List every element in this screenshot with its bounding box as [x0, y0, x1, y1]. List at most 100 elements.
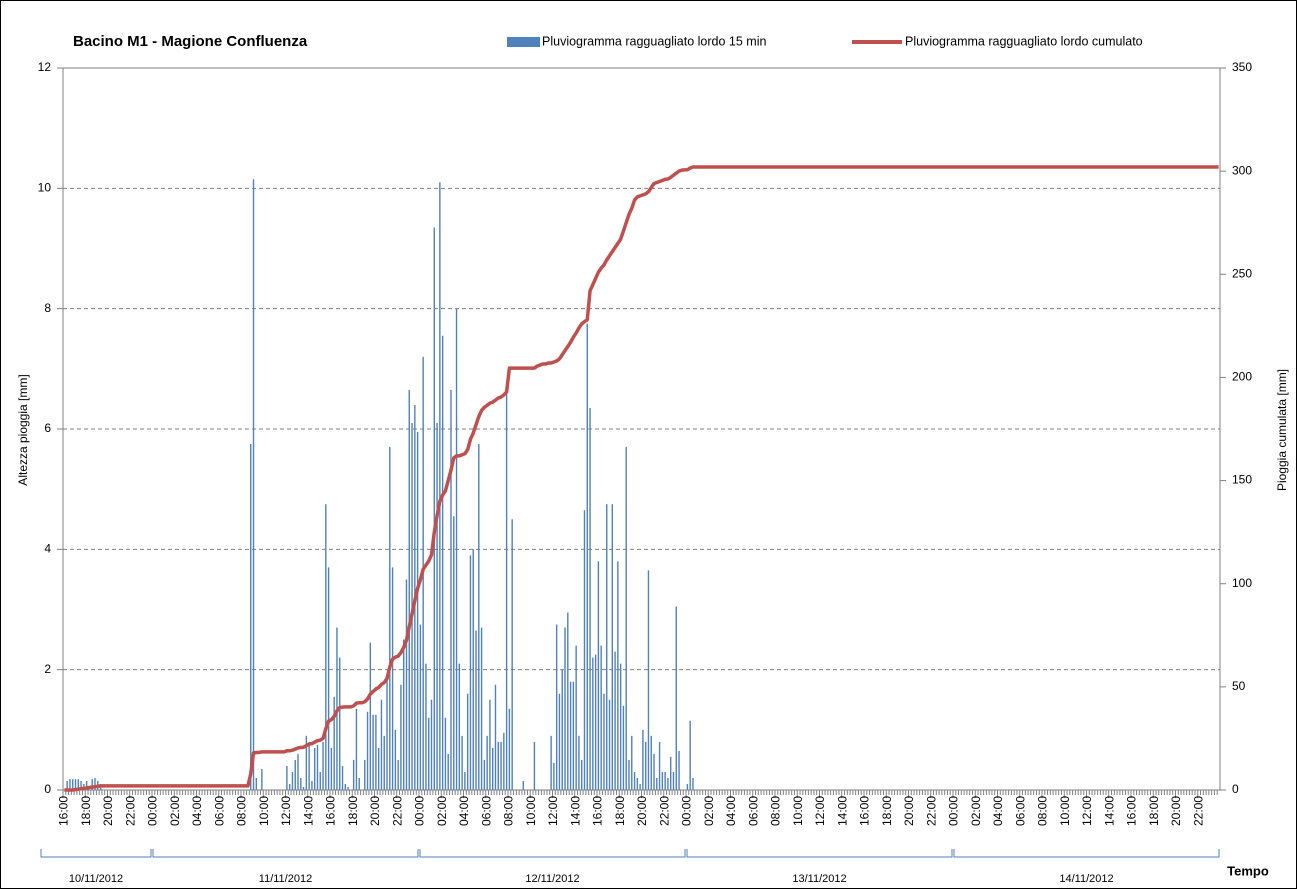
bar: [286, 765, 288, 790]
x-tick-label: 18:00: [613, 796, 627, 826]
bar: [391, 567, 394, 790]
bar: [330, 747, 333, 790]
bar: [308, 741, 310, 790]
bar: [347, 786, 349, 790]
date-bracket: [953, 849, 1220, 858]
bar: [255, 777, 257, 790]
bar: [319, 771, 321, 790]
x-tick-label: 18:00: [346, 796, 360, 826]
bar: [77, 779, 79, 790]
y-tick-label: 4: [44, 542, 51, 556]
bar: [372, 714, 374, 790]
x-tick-label: 02:00: [969, 796, 983, 826]
y-tick-label: 2: [44, 662, 51, 676]
bar: [425, 663, 427, 790]
date-label: 13/11/2012: [792, 873, 846, 885]
bar: [461, 735, 463, 790]
bar: [575, 645, 577, 790]
x-tick-label: 02:00: [168, 796, 182, 826]
bar: [333, 696, 335, 790]
bar: [439, 182, 441, 791]
bar: [85, 780, 88, 790]
x-tick-label: 22:00: [924, 796, 938, 826]
bar: [578, 735, 580, 790]
bar: [441, 335, 444, 790]
date-label: 12/11/2012: [525, 873, 579, 885]
bar: [586, 323, 588, 790]
bar: [366, 711, 369, 790]
bar: [644, 741, 647, 790]
bar: [600, 645, 602, 790]
x-tick-label: 16:00: [324, 796, 338, 826]
x-tick-label: 08:00: [769, 796, 783, 826]
y-tick-label: 0: [44, 782, 51, 796]
bar: [341, 765, 344, 790]
bar: [508, 708, 511, 790]
y-tick-label: 10: [38, 181, 52, 195]
x-tick-label: 22:00: [1191, 796, 1205, 826]
bar: [419, 624, 422, 790]
x-tick-label: 14:00: [835, 796, 849, 826]
bar: [483, 759, 486, 790]
bar: [572, 681, 575, 790]
bar: [561, 669, 563, 790]
bar: [633, 771, 636, 790]
x-tick-label: 00:00: [146, 796, 160, 826]
bar: [489, 699, 491, 790]
bar: [564, 627, 566, 790]
bar: [300, 777, 302, 790]
bar: [594, 654, 597, 790]
x-tick-label: 18:00: [880, 796, 894, 826]
bar: [380, 699, 383, 790]
bar: [403, 639, 405, 790]
bar: [297, 753, 299, 790]
x-tick-label: 10:00: [1058, 796, 1072, 826]
bar: [522, 780, 524, 790]
x-tick-label: 06:00: [1013, 796, 1027, 826]
bar: [464, 771, 466, 790]
y2-tick-label: 200: [1232, 370, 1252, 384]
bar: [311, 780, 313, 790]
bar: [689, 720, 691, 790]
date-label: 10/11/2012: [69, 873, 123, 885]
date-bracket: [40, 849, 152, 858]
bar: [505, 386, 508, 790]
bar: [583, 510, 586, 790]
bar: [486, 735, 488, 790]
y-tick-label: 8: [44, 301, 51, 315]
x-tick-label: 14:00: [301, 796, 315, 826]
x-tick-label: 08:00: [235, 796, 249, 826]
x-tick-label: 22:00: [390, 796, 404, 826]
y2-tick-label: 50: [1232, 679, 1246, 693]
bar: [428, 717, 430, 790]
bar: [608, 699, 611, 790]
y-axis-title: Altezza pioggia [mm]: [16, 374, 30, 485]
x-tick-label: 16:00: [57, 796, 71, 826]
bar: [631, 735, 633, 790]
bar: [653, 753, 655, 790]
bar: [625, 447, 627, 790]
bar: [447, 753, 449, 790]
bar: [475, 630, 477, 790]
bar: [339, 657, 341, 790]
bar: [628, 759, 630, 790]
y-tick-label: 6: [44, 421, 51, 435]
bar: [394, 729, 397, 790]
x-tick-label: 00:00: [413, 796, 427, 826]
bar: [316, 744, 319, 790]
bar: [614, 651, 616, 790]
bar: [69, 779, 71, 790]
bar: [492, 747, 494, 790]
bar: [72, 779, 74, 790]
bar: [678, 750, 680, 790]
bar: [569, 681, 572, 790]
bar: [291, 771, 294, 790]
bar: [344, 783, 346, 790]
bar: [450, 389, 452, 790]
x-tick-label: 04:00: [991, 796, 1005, 826]
bar: [375, 714, 377, 790]
x-tick-label: 08:00: [502, 796, 516, 826]
bar: [619, 663, 622, 790]
y-tick-label: 12: [38, 60, 52, 74]
